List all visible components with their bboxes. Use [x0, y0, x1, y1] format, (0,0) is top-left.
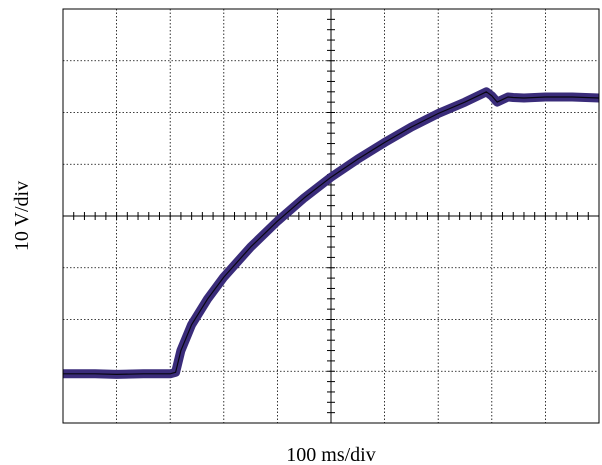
- x-axis-label: 100 ms/div: [286, 444, 375, 465]
- waveform-line-core: [63, 91, 600, 375]
- y-axis-label: 10 V/div: [11, 181, 33, 251]
- waveform-trace: [63, 87, 600, 379]
- center-axis-ticks: [63, 9, 599, 423]
- plot-frame: [62, 8, 600, 424]
